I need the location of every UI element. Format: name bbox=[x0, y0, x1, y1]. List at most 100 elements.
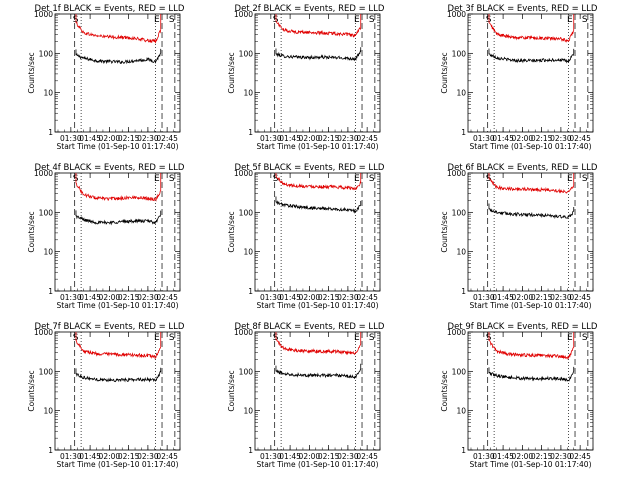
x-tick-label: 02:00 bbox=[512, 452, 534, 461]
y-tick-label: 1000 bbox=[34, 10, 53, 19]
x-tick-label: 02:45 bbox=[569, 293, 591, 302]
y-tick-label: 10 bbox=[243, 89, 253, 98]
series-events-line bbox=[275, 50, 362, 62]
x-tick-label: 02:30 bbox=[137, 452, 159, 461]
series-lld-line bbox=[275, 176, 362, 191]
y-tick-label: 10 bbox=[243, 248, 253, 257]
series-events-line bbox=[488, 53, 575, 64]
x-tick-label: 02:45 bbox=[156, 134, 178, 143]
series-events-line bbox=[75, 52, 161, 65]
plot-frame bbox=[54, 13, 181, 133]
marker-letter-S: S bbox=[582, 333, 588, 343]
x-tick-label: 02:15 bbox=[118, 134, 140, 143]
x-tick-label: 02:45 bbox=[156, 293, 178, 302]
y-axis-label: Counts/sec bbox=[227, 370, 236, 411]
y-tick-label: 1000 bbox=[234, 328, 253, 337]
y-axis-label: Counts/sec bbox=[227, 52, 236, 93]
x-tick-label: 02:15 bbox=[531, 452, 553, 461]
panel-title: Det 7f BLACK = Events, RED = LLD bbox=[35, 322, 185, 332]
panel-title: Det 2f BLACK = Events, RED = LLD bbox=[235, 4, 385, 14]
y-axis-label: Counts/sec bbox=[27, 370, 36, 411]
x-tick-label: 02:15 bbox=[531, 293, 553, 302]
series-lld-line bbox=[488, 178, 575, 194]
marker-letter-S: S bbox=[369, 174, 375, 184]
y-tick-label: 1 bbox=[48, 287, 53, 296]
x-tick-label: 02:45 bbox=[356, 293, 378, 302]
y-axis-label: Counts/sec bbox=[27, 52, 36, 93]
x-axis-label: Start Time (01-Sep-10 01:17:40) bbox=[57, 301, 179, 310]
series-events-line bbox=[275, 200, 361, 214]
x-axis-label: Start Time (01-Sep-10 01:17:40) bbox=[257, 301, 379, 310]
marker-letter-E: E bbox=[567, 333, 573, 343]
x-tick-label: 01:45 bbox=[279, 293, 301, 302]
x-tick-label: 02:00 bbox=[512, 293, 534, 302]
x-axis-label: Start Time (01-Sep-10 01:17:40) bbox=[257, 142, 379, 151]
y-tick-label: 100 bbox=[39, 367, 54, 376]
x-axis-label: Start Time (01-Sep-10 01:17:40) bbox=[470, 142, 592, 151]
x-tick-label: 02:15 bbox=[531, 134, 553, 143]
x-tick-label: 02:30 bbox=[550, 293, 572, 302]
panel-title: Det 4f BLACK = Events, RED = LLD bbox=[35, 163, 185, 173]
x-tick-label: 02:15 bbox=[318, 134, 340, 143]
x-tick-label: 01:30 bbox=[473, 293, 495, 302]
marker-letter-E: E bbox=[154, 15, 160, 25]
y-tick-label: 1000 bbox=[447, 10, 466, 19]
x-tick-label: 02:15 bbox=[118, 293, 140, 302]
x-axis-label: Start Time (01-Sep-10 01:17:40) bbox=[470, 460, 592, 469]
marker-letter-S: S bbox=[169, 15, 175, 25]
x-tick-label: 02:00 bbox=[299, 452, 321, 461]
x-tick-label: 02:30 bbox=[337, 293, 359, 302]
x-tick-label: 02:30 bbox=[337, 134, 359, 143]
x-tick-label: 02:00 bbox=[99, 293, 121, 302]
x-tick-label: 01:45 bbox=[492, 452, 514, 461]
y-tick-label: 1 bbox=[48, 128, 53, 137]
y-axis-label: Counts/sec bbox=[227, 211, 236, 252]
y-tick-label: 1000 bbox=[234, 10, 253, 19]
x-tick-label: 02:15 bbox=[118, 452, 140, 461]
x-tick-label: 02:00 bbox=[299, 293, 321, 302]
panel-det-8: Det 8f BLACK = Events, RED = LLD 1 10 100 10… bbox=[227, 322, 385, 469]
marker-letter-E: E bbox=[567, 15, 573, 25]
y-tick-label: 100 bbox=[39, 208, 54, 217]
y-tick-label: 10 bbox=[456, 407, 466, 416]
x-tick-label: 01:30 bbox=[473, 134, 495, 143]
plot-frame bbox=[467, 172, 594, 292]
series-lld-line bbox=[275, 20, 362, 38]
x-tick-label: 01:30 bbox=[260, 134, 282, 143]
marker-letter-S: S bbox=[582, 15, 588, 25]
series-events-line bbox=[488, 371, 575, 382]
y-tick-label: 1 bbox=[48, 446, 53, 455]
x-tick-label: 02:00 bbox=[99, 452, 121, 461]
x-axis-label: Start Time (01-Sep-10 01:17:40) bbox=[470, 301, 592, 310]
x-tick-label: 01:30 bbox=[60, 452, 82, 461]
x-tick-label: 02:00 bbox=[512, 134, 534, 143]
plot-frame bbox=[254, 331, 381, 451]
y-tick-label: 1000 bbox=[34, 169, 53, 178]
plot-frame bbox=[54, 331, 181, 451]
y-axis-label: Counts/sec bbox=[27, 211, 36, 252]
panel-det-7: Det 7f BLACK = Events, RED = LLD 1 10 100 10… bbox=[27, 322, 185, 469]
x-tick-label: 01:45 bbox=[79, 134, 101, 143]
x-axis-label: Start Time (01-Sep-10 01:17:40) bbox=[57, 142, 179, 151]
y-tick-label: 1000 bbox=[447, 328, 466, 337]
panel-title: Det 1f BLACK = Events, RED = LLD bbox=[35, 4, 185, 14]
y-tick-label: 1 bbox=[248, 287, 253, 296]
marker-letter-E: E bbox=[154, 333, 160, 343]
y-tick-label: 100 bbox=[239, 367, 254, 376]
panel-title: Det 9f BLACK = Events, RED = LLD bbox=[448, 322, 598, 332]
marker-letter-E: E bbox=[154, 174, 160, 184]
x-tick-label: 01:45 bbox=[279, 134, 301, 143]
x-axis-label: Start Time (01-Sep-10 01:17:40) bbox=[57, 460, 179, 469]
panel-det-2: Det 2f BLACK = Events, RED = LLD 1 10 100 10… bbox=[227, 4, 385, 151]
x-tick-label: 02:30 bbox=[550, 134, 572, 143]
x-tick-label: 02:00 bbox=[99, 134, 121, 143]
y-tick-label: 10 bbox=[43, 407, 53, 416]
y-tick-label: 1 bbox=[248, 128, 253, 137]
x-tick-label: 01:45 bbox=[79, 293, 101, 302]
y-tick-label: 10 bbox=[43, 89, 53, 98]
panel-title: Det 5f BLACK = Events, RED = LLD bbox=[235, 163, 385, 173]
marker-letter-S: S bbox=[369, 333, 375, 343]
x-tick-label: 02:45 bbox=[356, 452, 378, 461]
series-events-line bbox=[75, 370, 162, 383]
y-tick-label: 1 bbox=[461, 128, 466, 137]
